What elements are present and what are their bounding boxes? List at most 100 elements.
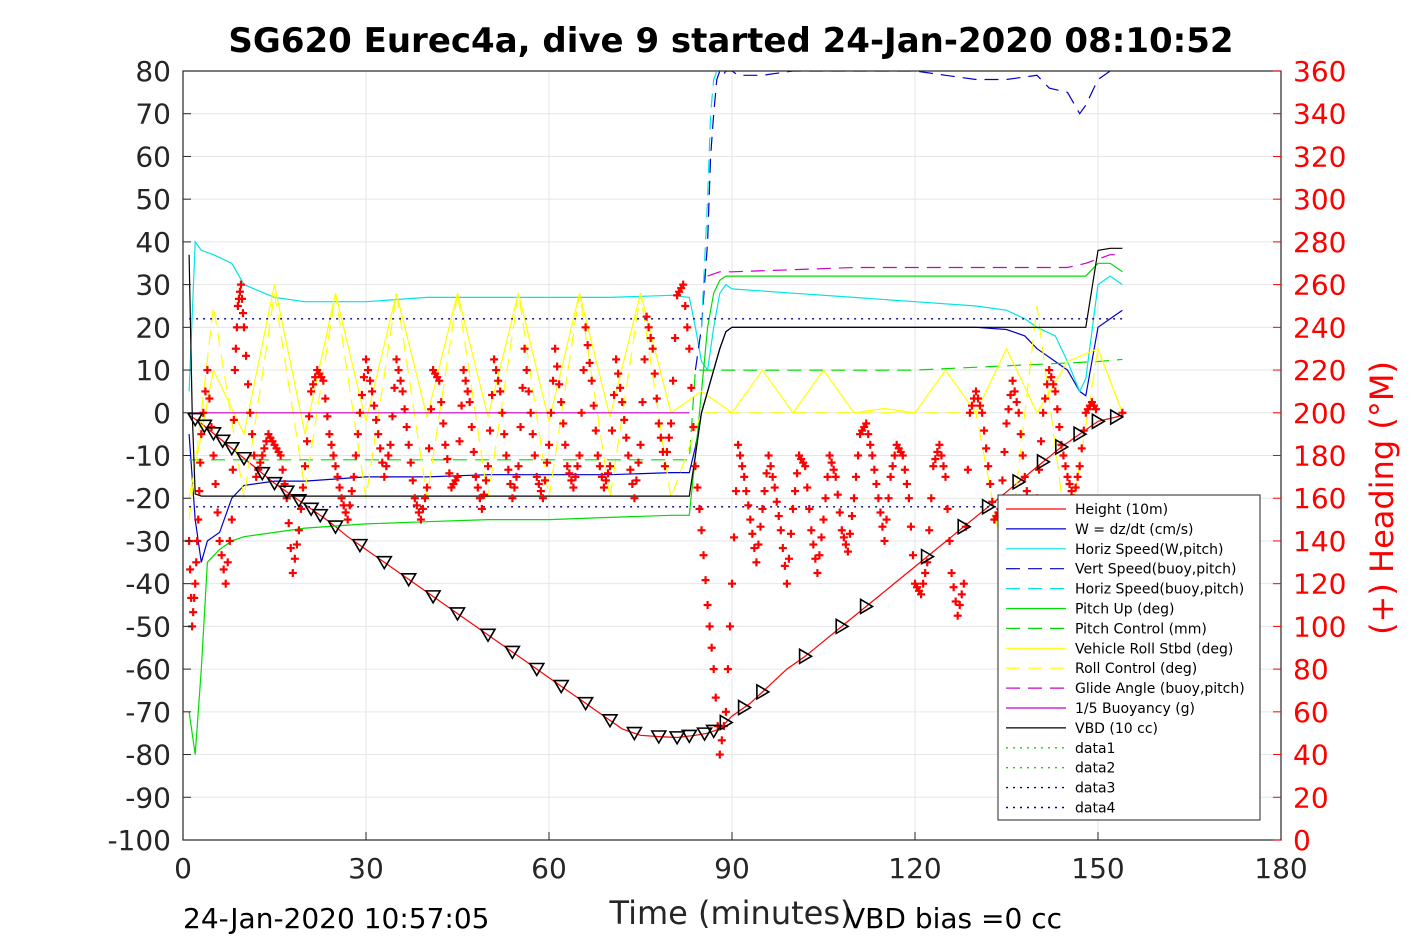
heading-point bbox=[549, 376, 558, 385]
y-tick-label: -50 bbox=[125, 610, 171, 643]
heading-point bbox=[717, 736, 726, 745]
legend: Height (10m) W = dz/dt (cm/s) Horiz Speed(… bbox=[997, 494, 1261, 821]
legend-entry-data2: data2 bbox=[1006, 761, 1115, 777]
legend-entry-vbd-10-cc: VBD (10 cc) bbox=[1006, 721, 1158, 737]
heading-point bbox=[622, 433, 631, 442]
heading-point bbox=[921, 568, 930, 577]
heading-point bbox=[192, 558, 201, 567]
heading-point bbox=[807, 526, 816, 535]
heading-point bbox=[190, 593, 199, 602]
y2-tick-label: 200 bbox=[1293, 397, 1346, 430]
depth-marker-descent bbox=[696, 727, 713, 742]
heading-point bbox=[258, 451, 267, 460]
heading-point bbox=[736, 451, 745, 460]
legend-entry-data4: data4 bbox=[1006, 801, 1116, 817]
heading-point bbox=[292, 540, 301, 549]
heading-point bbox=[579, 366, 588, 375]
heading-point bbox=[850, 494, 858, 503]
heading-point bbox=[1041, 394, 1050, 403]
depth-marker-descent bbox=[351, 538, 369, 554]
heading-point bbox=[876, 508, 885, 517]
heading-point bbox=[776, 526, 785, 535]
heading-point bbox=[319, 376, 328, 385]
legend-entries: Height (10m) W = dz/dt (cm/s) Horiz Speed(… bbox=[1006, 502, 1245, 817]
heading-point bbox=[244, 380, 253, 389]
heading-point bbox=[882, 515, 891, 524]
depth-marker-descent bbox=[327, 520, 344, 535]
legend-label: 1/5 Buoyancy (g) bbox=[1075, 701, 1195, 717]
heading-point bbox=[638, 398, 647, 407]
y-tick-label: 40 bbox=[135, 226, 171, 259]
heading-point bbox=[427, 405, 436, 414]
heading-point bbox=[227, 515, 236, 524]
depth-marker-descent bbox=[601, 713, 619, 729]
heading-point bbox=[386, 440, 395, 449]
heading-point bbox=[1118, 408, 1127, 417]
heading-point bbox=[437, 398, 446, 407]
heading-point bbox=[980, 426, 989, 435]
heading-point bbox=[1045, 366, 1054, 375]
heading-point bbox=[786, 529, 795, 538]
x-tick-label: 150 bbox=[1071, 852, 1124, 885]
heading-point bbox=[530, 451, 539, 460]
heading-point bbox=[927, 494, 936, 503]
heading-point bbox=[235, 287, 244, 296]
heading-point bbox=[303, 437, 312, 446]
y2-tick-label: 100 bbox=[1293, 610, 1346, 643]
heading-point bbox=[298, 483, 307, 492]
depth-marker-descent bbox=[504, 645, 521, 660]
depth-marker-descent bbox=[680, 729, 698, 744]
heading-point bbox=[500, 430, 509, 439]
heading-point bbox=[219, 565, 228, 574]
heading-point bbox=[1016, 430, 1025, 439]
heading-point bbox=[770, 483, 779, 492]
heading-point bbox=[768, 472, 777, 481]
depth-marker-ascent bbox=[835, 617, 850, 635]
heading-point bbox=[510, 483, 519, 492]
heading-point bbox=[1077, 444, 1086, 453]
depth-marker-ascent bbox=[1036, 453, 1051, 471]
heading-point bbox=[248, 430, 257, 439]
heading-point bbox=[481, 476, 490, 485]
legend-entry-data3: data3 bbox=[1006, 781, 1115, 797]
heading-point bbox=[512, 472, 521, 481]
depth-marker-ascent bbox=[798, 647, 814, 665]
heading-point bbox=[723, 665, 732, 674]
depth-marker-descent bbox=[626, 726, 643, 742]
heading-point bbox=[618, 398, 627, 407]
heading-point bbox=[746, 515, 755, 524]
heading-point bbox=[213, 508, 222, 517]
heading-point bbox=[232, 323, 241, 332]
series-line-vert-speed-buoy-pitch bbox=[694, 71, 1117, 371]
heading-point bbox=[553, 362, 562, 371]
heading-point bbox=[890, 451, 899, 460]
heading-point bbox=[380, 472, 389, 481]
heading-point bbox=[278, 465, 287, 474]
depth-marker-ascent bbox=[1091, 412, 1106, 430]
heading-point bbox=[811, 554, 820, 563]
heading-point bbox=[1073, 472, 1082, 481]
heading-point bbox=[309, 380, 318, 389]
legend-entry-pitch-up-deg: Pitch Up (deg) bbox=[1006, 602, 1174, 618]
heading-point bbox=[335, 483, 344, 492]
heading-point bbox=[833, 490, 842, 499]
heading-point bbox=[957, 590, 966, 599]
heading-point bbox=[852, 472, 861, 481]
heading-point bbox=[646, 334, 655, 343]
heading-point bbox=[764, 451, 773, 460]
heading-point bbox=[260, 444, 269, 453]
heading-point bbox=[203, 366, 212, 375]
heading-point bbox=[323, 412, 332, 421]
heading-point bbox=[620, 415, 629, 424]
y-tick-label: 10 bbox=[135, 354, 171, 387]
heading-point bbox=[730, 533, 739, 542]
heading-point bbox=[233, 301, 242, 310]
axis-ticks bbox=[182, 70, 1282, 841]
heading-point bbox=[986, 479, 995, 488]
heading-point bbox=[654, 419, 663, 428]
heading-point bbox=[301, 462, 309, 471]
heading-point bbox=[420, 494, 429, 503]
heading-point bbox=[186, 565, 195, 574]
heading-point bbox=[734, 440, 743, 449]
